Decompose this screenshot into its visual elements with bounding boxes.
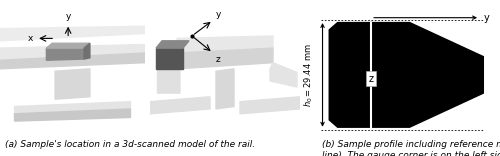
Text: y: y	[216, 10, 222, 19]
Polygon shape	[270, 63, 297, 87]
Polygon shape	[177, 36, 273, 53]
Polygon shape	[0, 44, 145, 60]
Text: (a) Sample's location in a 3d-scanned model of the rail.: (a) Sample's location in a 3d-scanned mo…	[5, 140, 255, 149]
Text: y: y	[66, 12, 71, 21]
Polygon shape	[14, 102, 130, 114]
Polygon shape	[240, 97, 300, 114]
Polygon shape	[0, 53, 145, 69]
Text: x: x	[28, 34, 34, 43]
Polygon shape	[46, 48, 84, 60]
Text: y: y	[484, 13, 489, 23]
Polygon shape	[55, 69, 90, 99]
Polygon shape	[150, 97, 210, 114]
Polygon shape	[216, 69, 234, 109]
Polygon shape	[177, 48, 273, 69]
Polygon shape	[158, 53, 180, 93]
Polygon shape	[156, 41, 189, 48]
Polygon shape	[0, 26, 145, 41]
Polygon shape	[84, 43, 90, 59]
Text: z: z	[368, 73, 374, 83]
Polygon shape	[329, 23, 484, 127]
Text: $h_0 = 29.44$ mm: $h_0 = 29.44$ mm	[303, 43, 316, 107]
Text: z: z	[216, 55, 221, 64]
Polygon shape	[156, 48, 183, 69]
Polygon shape	[46, 43, 90, 48]
Polygon shape	[14, 109, 130, 121]
Text: (b) Sample profile including reference mark (white
line). The gauge corner is on: (b) Sample profile including reference m…	[322, 140, 500, 156]
